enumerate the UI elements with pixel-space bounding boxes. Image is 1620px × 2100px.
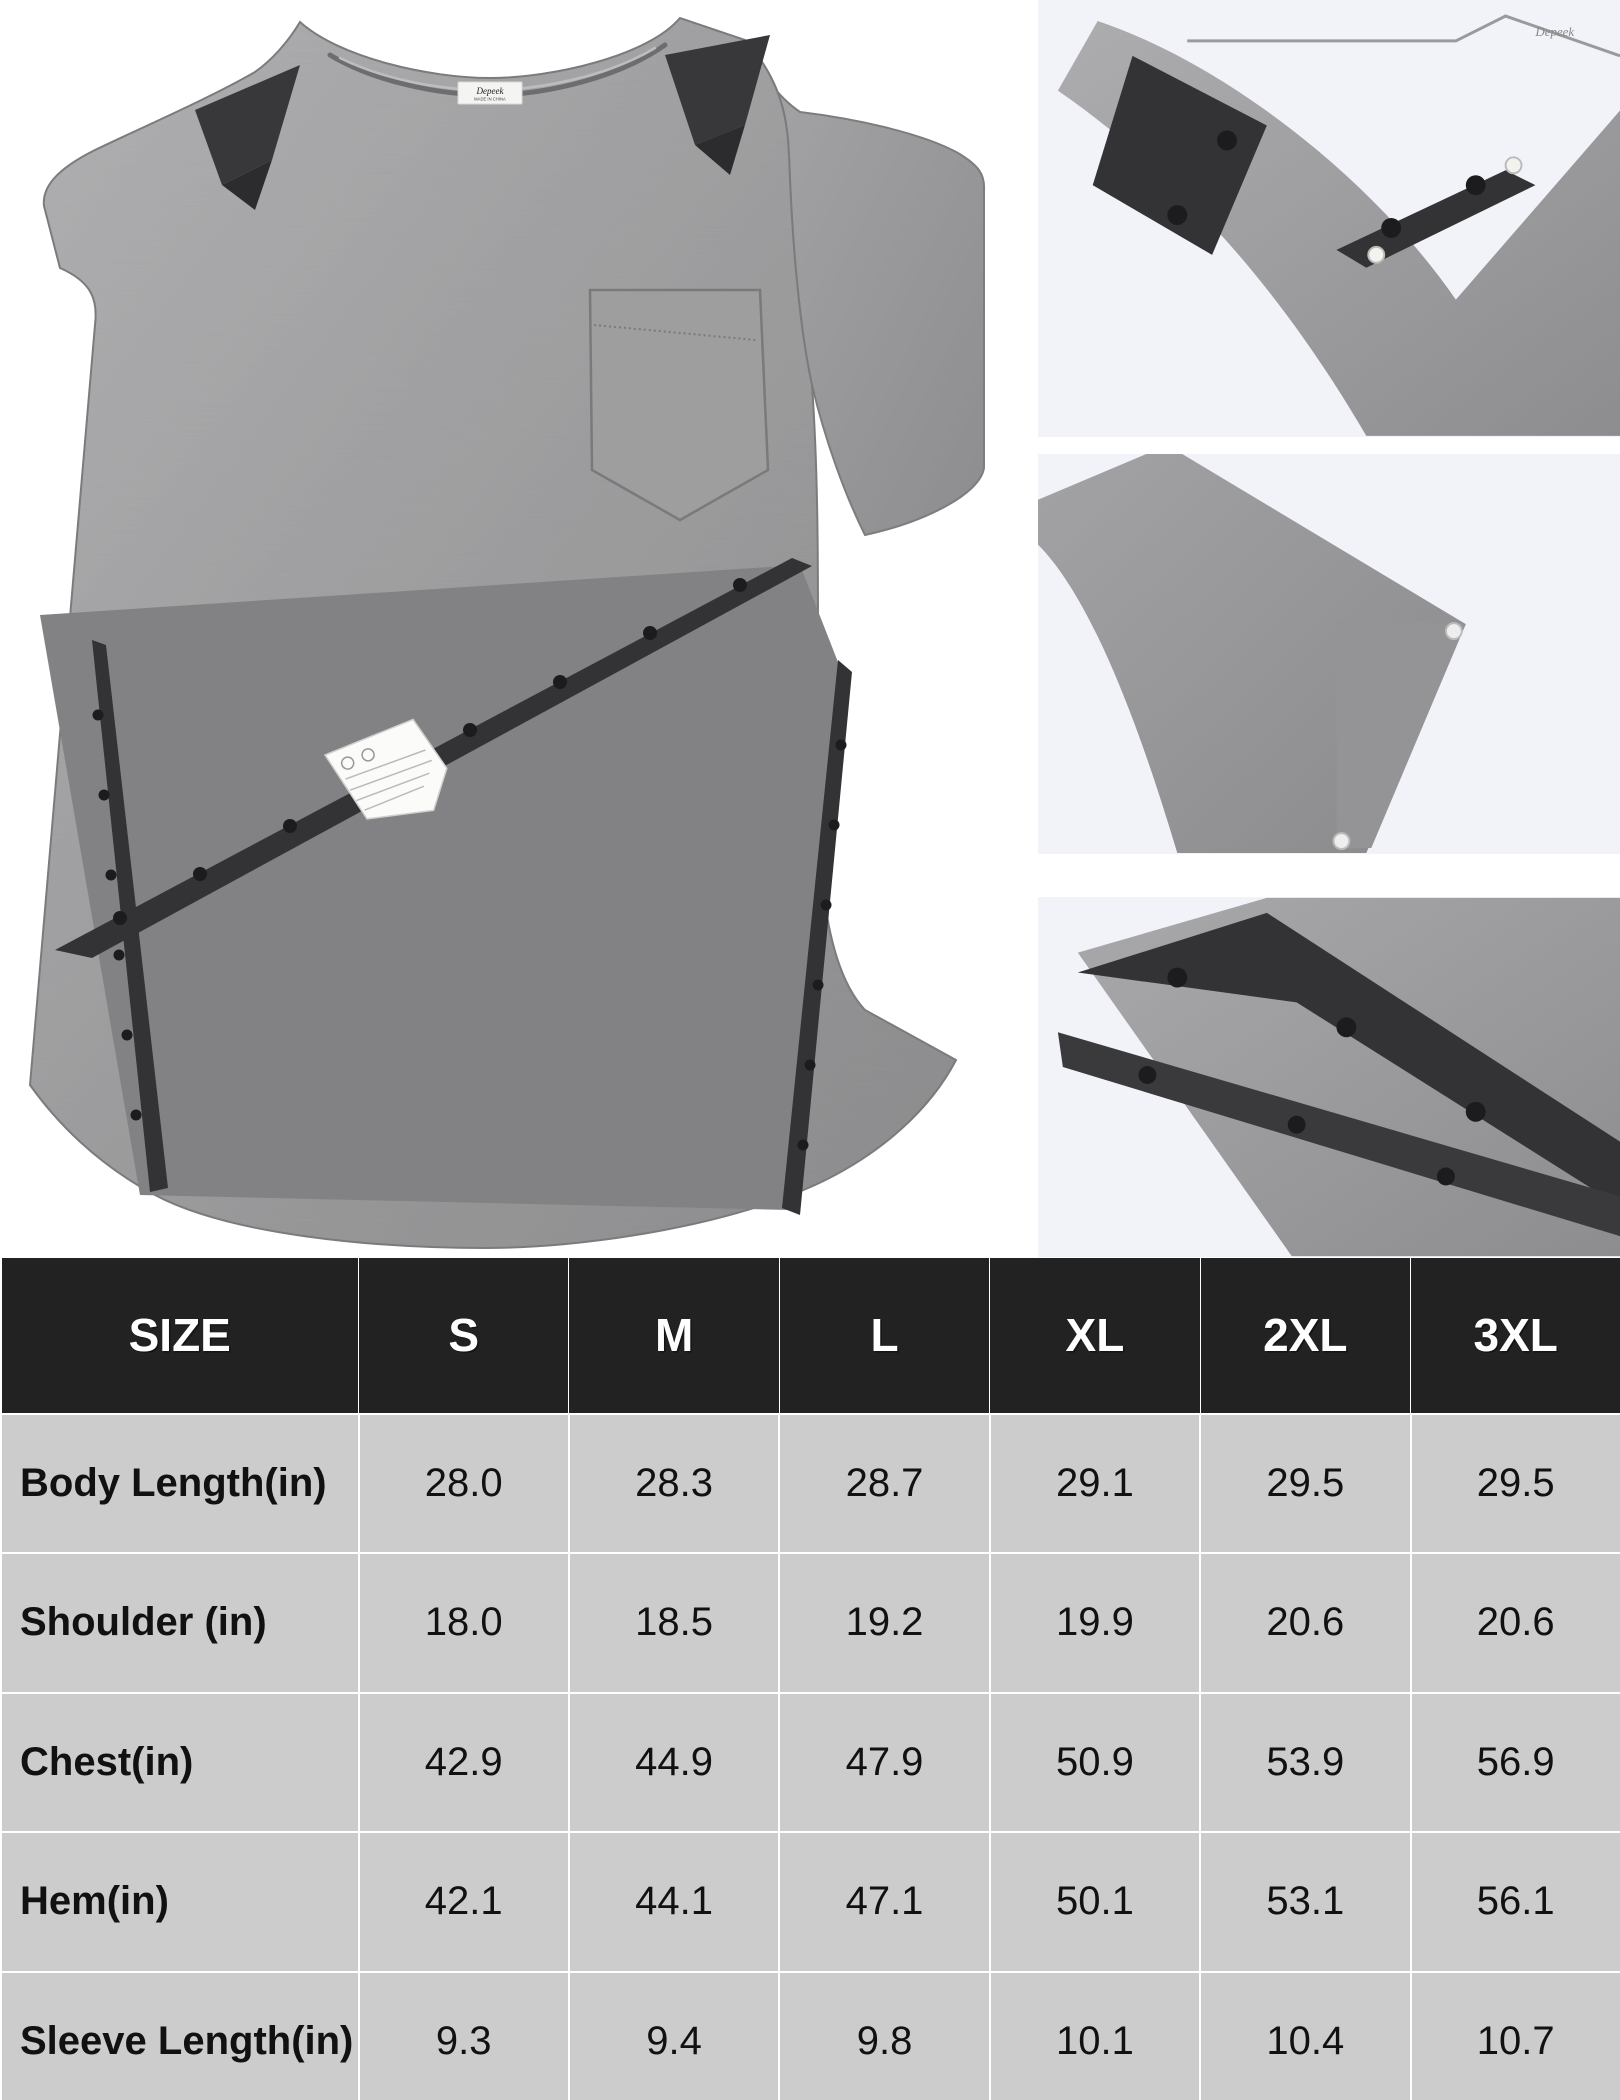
svg-text:MADE IN CHINA: MADE IN CHINA <box>474 97 506 102</box>
svg-text:Depeek: Depeek <box>1534 24 1574 39</box>
svg-text:Depeek: Depeek <box>476 86 505 96</box>
